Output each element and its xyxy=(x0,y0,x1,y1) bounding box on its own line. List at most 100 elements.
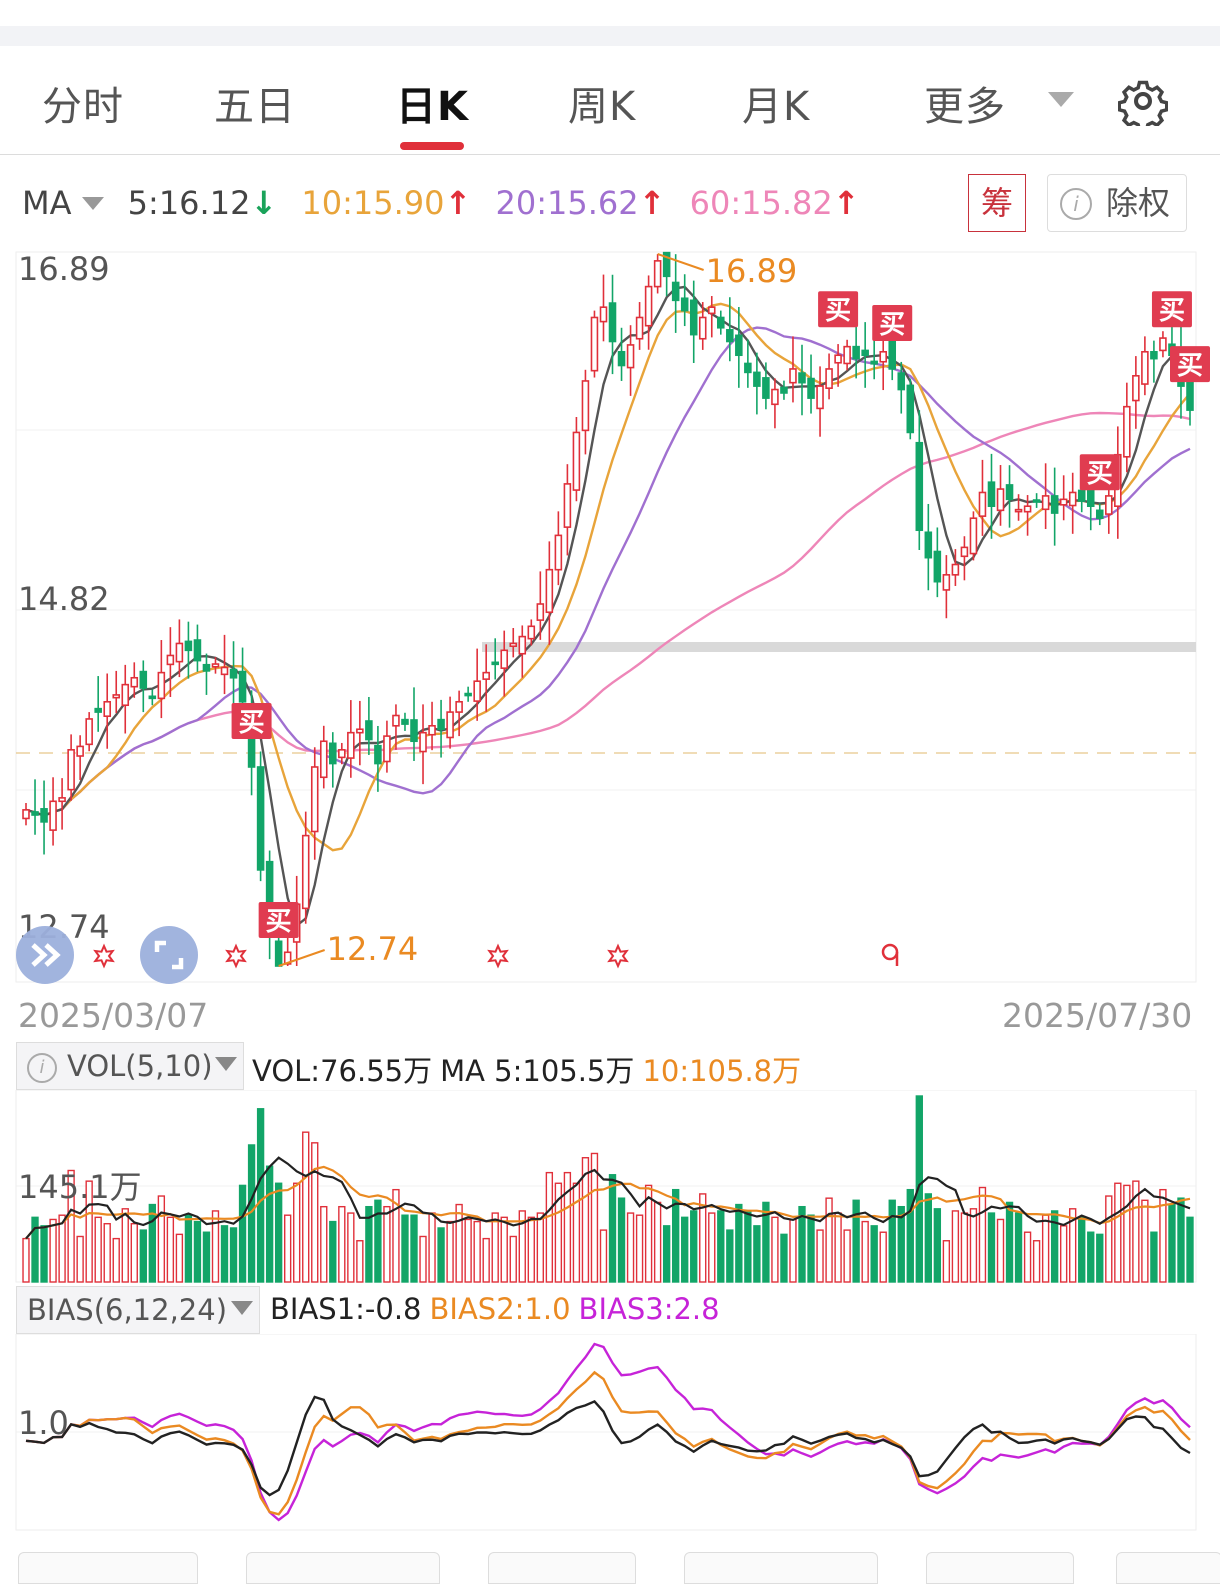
volume-bar xyxy=(626,1212,635,1283)
info-icon: i xyxy=(1060,188,1092,220)
candle-body xyxy=(166,654,175,666)
volume-bar xyxy=(94,1216,102,1283)
candle-body xyxy=(473,680,481,702)
bottom-tab-2[interactable] xyxy=(246,1552,440,1584)
event-q-icon xyxy=(881,943,899,961)
volume-bar xyxy=(960,1212,969,1283)
buy-signal-badge xyxy=(1170,346,1210,383)
buy-signal-label: 买 xyxy=(1087,459,1113,489)
volume-bar xyxy=(744,1210,752,1283)
candle-body xyxy=(870,360,878,365)
bottom-tab-1[interactable] xyxy=(18,1552,198,1584)
candle-body xyxy=(563,483,572,528)
bottom-tab-4[interactable] xyxy=(684,1552,878,1584)
candle-body xyxy=(1041,495,1050,511)
event-star-icon xyxy=(487,943,509,969)
fullscreen-button[interactable] xyxy=(140,926,198,984)
x-axis-end-date: 2025/07/30 xyxy=(1002,996,1193,1035)
ex-rights-button[interactable]: i 除权 xyxy=(1047,174,1187,232)
candle-body xyxy=(184,640,193,652)
ma60-line xyxy=(25,411,1191,817)
candle-body xyxy=(599,306,608,323)
candle-body xyxy=(942,574,951,591)
candle-body xyxy=(67,749,75,791)
volume-bar xyxy=(446,1220,454,1283)
candle-body xyxy=(608,302,617,343)
volume-bar xyxy=(1132,1180,1140,1283)
buy-signal-label: 买 xyxy=(879,310,905,340)
candle-body xyxy=(121,683,130,707)
vol-values: VOL:76.55万 MA 5:105.5万 10:105.8万 xyxy=(252,1048,809,1090)
volume-bar xyxy=(58,1214,66,1283)
volume-bar xyxy=(166,1216,175,1283)
vol-axis-label: 145.1万 xyxy=(18,1168,142,1206)
bias1-value: BIAS1:-0.8 xyxy=(270,1292,422,1326)
volume-bar xyxy=(987,1212,996,1283)
tab-5day[interactable]: 五日 xyxy=(214,84,296,130)
candle-body xyxy=(365,720,373,741)
chevron-down-icon[interactable] xyxy=(1048,92,1074,107)
volume-bar xyxy=(473,1220,481,1283)
tab-minute[interactable]: 分时 xyxy=(42,84,124,130)
volume-bar xyxy=(1059,1225,1068,1283)
candle-body xyxy=(1123,405,1131,458)
candle-body xyxy=(933,550,942,583)
ma-dropdown-icon[interactable] xyxy=(81,196,104,210)
volume-bar xyxy=(780,1233,788,1283)
candle-body xyxy=(735,334,743,357)
tab-weekly-k[interactable]: 周K xyxy=(568,84,637,130)
candle-body xyxy=(644,285,653,327)
candle-body xyxy=(527,625,536,640)
candle-body xyxy=(518,635,527,655)
candle-body xyxy=(707,306,716,315)
candle-body xyxy=(807,377,815,399)
volume-bar xyxy=(789,1218,797,1283)
volume-bar xyxy=(798,1205,806,1283)
bias-indicator-selector[interactable]: BIAS(6,12,24) xyxy=(16,1286,260,1334)
volume-bar xyxy=(726,1229,734,1283)
candle-body xyxy=(888,340,897,370)
bias-chart[interactable] xyxy=(0,1334,1220,1534)
volume-bar xyxy=(455,1203,463,1283)
volume-bar xyxy=(572,1182,581,1283)
candle-body xyxy=(157,671,166,700)
candle-body xyxy=(852,345,860,360)
candle-body xyxy=(581,380,590,432)
ma-label[interactable]: MA xyxy=(22,184,72,222)
tab-monthly-k[interactable]: 月K xyxy=(742,84,811,130)
candle-body xyxy=(843,345,851,365)
candle-body xyxy=(130,676,139,688)
expand-sidebar-button[interactable] xyxy=(16,926,74,984)
candle-body xyxy=(753,371,761,387)
candle-body xyxy=(410,719,418,743)
candle-body xyxy=(509,642,518,648)
tab-daily-k[interactable]: 日K xyxy=(396,84,469,130)
volume-bar xyxy=(464,1218,472,1283)
volume-bar xyxy=(175,1233,184,1283)
bottom-tab-5[interactable] xyxy=(926,1552,1074,1584)
bias2-line xyxy=(25,1370,1191,1516)
vol-indicator-selector[interactable]: i VOL(5,10) xyxy=(16,1042,244,1090)
volume-bar xyxy=(76,1235,84,1283)
bias2-value: BIAS2:1.0 xyxy=(429,1292,571,1326)
candle-body xyxy=(1132,375,1140,402)
bias-indicator-label: BIAS(6,12,24) xyxy=(27,1293,228,1327)
gear-icon[interactable] xyxy=(1118,76,1168,126)
tab-more[interactable]: 更多 xyxy=(924,84,1006,130)
chip-distribution-button[interactable]: 筹 xyxy=(968,174,1026,232)
volume-bar xyxy=(1078,1216,1086,1283)
candle-body xyxy=(951,563,960,576)
candle-body xyxy=(798,372,806,384)
bottom-tab-6[interactable] xyxy=(1116,1552,1220,1584)
buy-signal-badge xyxy=(1079,454,1120,491)
candle-body xyxy=(274,940,283,967)
volume-bar xyxy=(536,1212,545,1283)
candle-body xyxy=(383,735,391,763)
bottom-tab-3[interactable] xyxy=(488,1552,636,1584)
x-axis-start-date: 2025/03/07 xyxy=(18,996,209,1035)
volume-bar xyxy=(518,1210,526,1283)
volume-bar xyxy=(951,1210,960,1283)
vol-ma5-value: MA 5:105.5万 xyxy=(440,1054,635,1088)
volume-chart[interactable] xyxy=(0,1090,1220,1286)
